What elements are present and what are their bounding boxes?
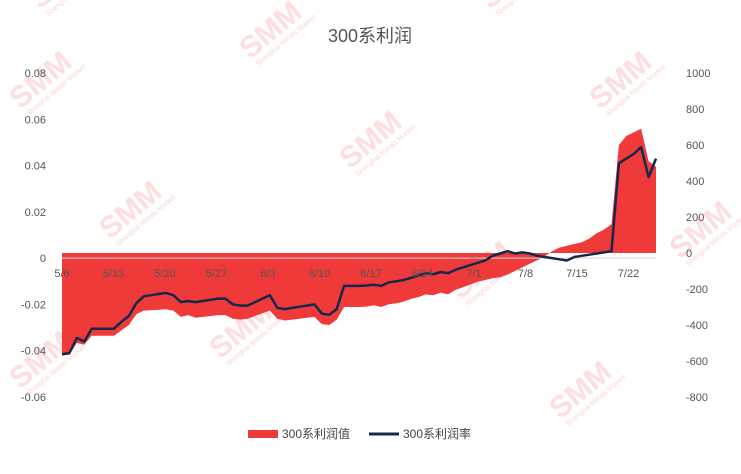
plot-area xyxy=(61,128,658,356)
legend: 300系利润值 300系利润率 xyxy=(248,426,471,441)
right-tick-label: 0 xyxy=(686,248,692,260)
right-tick-label: 600 xyxy=(686,140,704,152)
right-tick-label: 1000 xyxy=(686,68,710,80)
left-axis: 0.08 0.06 0.04 0.02 0 -0.02 -0.04 -0.06 xyxy=(21,68,46,404)
left-tick-label: -0.06 xyxy=(21,392,46,404)
x-tick-label: 6/24 xyxy=(412,268,433,280)
x-tick-label: 5/6 xyxy=(54,268,69,280)
x-tick-label: 7/1 xyxy=(466,268,481,280)
left-tick-label: 0.04 xyxy=(25,161,46,173)
right-tick-label: -200 xyxy=(686,284,708,296)
x-tick-label: 6/3 xyxy=(260,268,275,280)
right-tick-label: -400 xyxy=(686,320,708,332)
x-tick-label: 5/20 xyxy=(154,268,175,280)
left-tick-label: 0.02 xyxy=(25,207,46,219)
x-tick-label: 5/13 xyxy=(103,268,124,280)
right-axis: 1000 800 600 400 200 0 -200 -400 -600 -800 xyxy=(686,68,710,404)
left-tick-label: -0.04 xyxy=(21,346,46,358)
x-tick-label: 6/10 xyxy=(309,268,330,280)
x-tick-label: 7/22 xyxy=(618,268,639,280)
right-tick-label: 800 xyxy=(686,104,704,116)
legend-swatch-area xyxy=(248,430,278,438)
right-tick-label: -800 xyxy=(686,392,708,404)
left-tick-label: -0.02 xyxy=(21,299,46,311)
x-tick-label: 7/15 xyxy=(566,268,587,280)
legend-label-line: 300系利润率 xyxy=(403,426,471,441)
chart-title: 300系利润 xyxy=(328,26,412,46)
right-tick-label: 200 xyxy=(686,212,704,224)
right-tick-label: -600 xyxy=(686,356,708,368)
x-tick-label: 5/27 xyxy=(206,268,227,280)
legend-label-area: 300系利润值 xyxy=(282,426,350,441)
right-tick-label: 400 xyxy=(686,176,704,188)
left-tick-label: 0.06 xyxy=(25,114,46,126)
x-tick-label: 6/17 xyxy=(360,268,381,280)
profit-margin-line xyxy=(61,145,658,356)
left-tick-label: 0.08 xyxy=(25,68,46,80)
left-tick-label: 0 xyxy=(40,253,46,265)
x-tick-label: 7/8 xyxy=(518,268,533,280)
x-axis: 5/6 5/13 5/20 5/27 6/3 6/10 6/17 6/24 7/1 7/8 7/15… xyxy=(54,268,639,280)
